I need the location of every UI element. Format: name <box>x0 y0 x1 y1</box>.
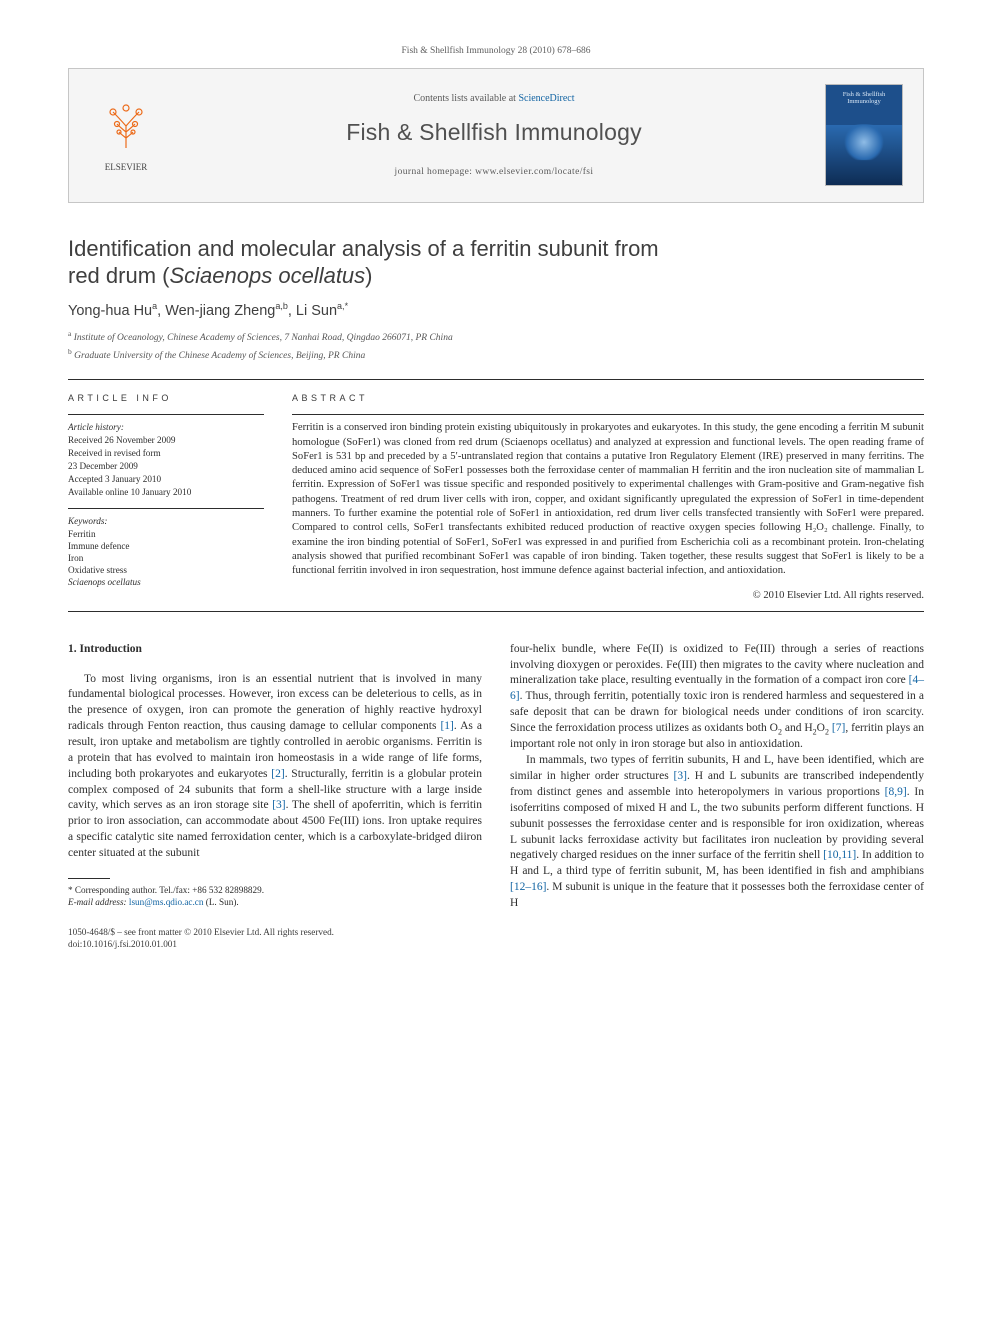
body-paragraph: four-helix bundle, where Fe(II) is oxidi… <box>510 642 924 753</box>
article-title: Identification and molecular analysis of… <box>68 235 924 290</box>
copyright-line: © 2010 Elsevier Ltd. All rights reserved… <box>292 589 924 603</box>
sciencedirect-link[interactable]: ScienceDirect <box>518 93 574 104</box>
online-date: Available online 10 January 2010 <box>68 487 264 499</box>
section-rule <box>68 379 924 380</box>
running-head: Fish & Shellfish Immunology 28 (2010) 67… <box>68 45 924 58</box>
received-date: Received 26 November 2009 <box>68 435 264 447</box>
contents-prefix: Contents lists available at <box>413 93 518 104</box>
keyword: Ferritin <box>68 529 264 541</box>
doi-line: doi:10.1016/j.fsi.2010.01.001 <box>68 939 482 951</box>
citation-link[interactable]: [7] <box>832 722 845 734</box>
revised-date-2: 23 December 2009 <box>68 461 264 473</box>
publisher-logo: ELSEVIER <box>89 98 163 173</box>
revised-date-1: Received in revised form <box>68 448 264 460</box>
citation-link[interactable]: [1] <box>440 720 453 732</box>
body-paragraph: In mammals, two types of ferritin subuni… <box>510 753 924 912</box>
email-footnote: E-mail address: lsun@ms.qdio.ac.cn (L. S… <box>68 897 482 909</box>
email-link[interactable]: lsun@ms.qdio.ac.cn <box>129 897 204 907</box>
journal-cover-thumb: Fish & Shellfish Immunology <box>825 84 903 186</box>
journal-name: Fish & Shellfish Immunology <box>175 117 813 148</box>
citation-link[interactable]: [12–16] <box>510 881 546 893</box>
homepage-url: www.elsevier.com/locate/fsi <box>475 167 593 177</box>
issn-line: 1050-4648/$ – see front matter © 2010 El… <box>68 927 482 939</box>
keyword: Iron <box>68 553 264 565</box>
publisher-name: ELSEVIER <box>105 161 148 173</box>
body-columns: 1. Introduction To most living organisms… <box>68 642 924 951</box>
abstract-block: ABSTRACT Ferritin is a conserved iron bi… <box>292 392 924 603</box>
footnote-separator <box>68 878 110 879</box>
body-col-right: four-helix bundle, where Fe(II) is oxidi… <box>510 642 924 951</box>
affiliation-a: a Institute of Oceanology, Chinese Acade… <box>68 329 924 345</box>
citation-link[interactable]: [4–6] <box>510 674 924 702</box>
accepted-date: Accepted 3 January 2010 <box>68 474 264 486</box>
citation-link[interactable]: [10,11] <box>823 849 856 861</box>
article-info-block: ARTICLE INFO Article history: Received 2… <box>68 392 264 603</box>
journal-masthead: ELSEVIER Contents lists available at Sci… <box>68 68 924 203</box>
abstract-text: Ferritin is a conserved iron binding pro… <box>292 421 924 578</box>
corresponding-footnote: * Corresponding author. Tel./fax: +86 53… <box>68 885 482 897</box>
body-col-left: 1. Introduction To most living organisms… <box>68 642 482 951</box>
article-info-label: ARTICLE INFO <box>68 392 264 404</box>
homepage-line: journal homepage: www.elsevier.com/locat… <box>175 166 813 179</box>
author-list: Yong-hua Hua, Wen-jiang Zhenga,b, Li Sun… <box>68 300 924 321</box>
affiliation-b: b Graduate University of the Chinese Aca… <box>68 347 924 363</box>
citation-link[interactable]: [3] <box>272 799 285 811</box>
front-matter-footer: 1050-4648/$ – see front matter © 2010 El… <box>68 927 482 951</box>
history-label: Article history: <box>68 421 264 433</box>
section-heading: 1. Introduction <box>68 642 482 658</box>
keyword: Sciaenops ocellatus <box>68 577 264 589</box>
keywords-label: Keywords: <box>68 515 264 527</box>
section-rule <box>68 611 924 612</box>
keyword: Oxidative stress <box>68 565 264 577</box>
keyword: Immune defence <box>68 541 264 553</box>
citation-link[interactable]: [2] <box>271 768 284 780</box>
body-paragraph: To most living organisms, iron is an ess… <box>68 672 482 862</box>
contents-line: Contents lists available at ScienceDirec… <box>175 92 813 106</box>
citation-link[interactable]: [8,9] <box>885 786 907 798</box>
abstract-label: ABSTRACT <box>292 392 924 404</box>
corresponding-star: * <box>345 301 349 311</box>
citation-link[interactable]: [3] <box>674 770 687 782</box>
elsevier-tree-icon <box>99 98 153 159</box>
